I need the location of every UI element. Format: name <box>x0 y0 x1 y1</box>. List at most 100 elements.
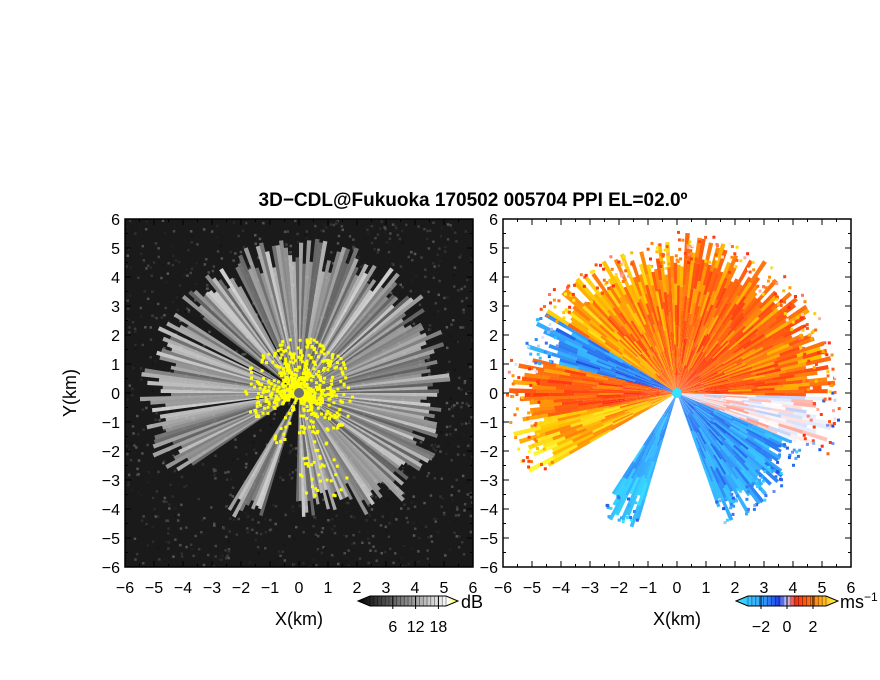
strong-echo-cell <box>291 373 295 377</box>
reflectivity-beam <box>162 394 294 430</box>
reflectivity-beam <box>303 296 399 389</box>
reflectivity-beam <box>227 287 296 389</box>
noise-speckle <box>455 478 458 482</box>
noise-speckle <box>211 269 215 273</box>
reflectivity-beam <box>302 397 375 506</box>
noise-speckle <box>272 417 276 420</box>
strong-echo-cell <box>341 372 345 376</box>
noise-speckle <box>151 314 154 317</box>
velocity-beam-cell <box>703 270 714 296</box>
strong-echo-cell <box>312 425 315 429</box>
strong-echo-cell <box>320 401 324 405</box>
strong-echo-cell <box>302 409 306 413</box>
velocity-beam-cell <box>674 283 678 305</box>
noise-speckle <box>152 315 156 318</box>
reflectivity-beam <box>300 398 320 493</box>
noise-speckle <box>141 244 144 248</box>
velocity-beam-cell <box>793 424 817 435</box>
velocity-beam-cell <box>654 413 666 430</box>
velocity-beam-cell <box>608 314 627 335</box>
noise-speckle <box>427 290 430 294</box>
velocity-beam-cell <box>693 410 708 427</box>
noise-speckle <box>136 473 139 476</box>
noise-speckle <box>454 355 457 358</box>
noise-speckle <box>254 451 258 455</box>
velocity-beam-cell <box>619 400 647 409</box>
velocity-edge-cell <box>788 453 792 457</box>
strong-echo-cell <box>270 393 273 397</box>
velocity-edge-cell <box>511 395 515 399</box>
noise-speckle <box>234 252 237 255</box>
noise-speckle <box>139 283 143 286</box>
velocity-beam-cell <box>737 332 758 349</box>
velocity-beam-cell <box>748 412 772 421</box>
velocity-beam-cell <box>705 377 730 386</box>
strong-echo-cell <box>315 385 318 389</box>
velocity-beam-cell <box>587 332 607 347</box>
noise-speckle <box>155 412 158 415</box>
strong-echo-cell <box>323 416 327 420</box>
noise-speckle <box>367 561 370 565</box>
strong-echo-cell <box>281 389 284 393</box>
reflectivity-beam <box>302 279 377 389</box>
velocity-edge-cell <box>530 392 534 396</box>
velocity-beam-cell <box>610 417 632 431</box>
velocity-beam-cell <box>741 399 762 405</box>
velocity-edge-cell <box>814 363 818 366</box>
x-tick-label: 4 <box>411 580 420 597</box>
x-tick-label: 1 <box>702 580 711 597</box>
noise-speckle <box>167 320 171 323</box>
strong-echo-cell <box>288 360 292 364</box>
strong-echo-cell <box>340 370 344 374</box>
velocity-beam-cell <box>669 365 676 389</box>
velocity-beam-cell <box>660 370 675 390</box>
noise-speckle <box>462 308 465 312</box>
velocity-edge-cell <box>769 458 772 461</box>
noise-speckle <box>314 533 318 536</box>
noise-speckle <box>450 434 453 437</box>
velocity-beam-cell <box>713 459 725 477</box>
velocity-beam-cell <box>624 407 650 421</box>
velocity-beam-cell <box>556 433 581 447</box>
velocity-beam-cell <box>681 382 704 392</box>
strong-echo-cell <box>329 359 333 363</box>
strong-echo-cell <box>332 458 336 462</box>
velocity-edge-cell <box>514 436 518 440</box>
noise-speckle <box>273 412 276 416</box>
velocity-beam-cell <box>658 375 674 390</box>
strong-echo-cell <box>309 374 313 377</box>
noise-speckle <box>449 397 452 400</box>
strong-echo-cell <box>272 405 276 409</box>
velocity-beam-cell <box>698 357 718 375</box>
strong-echo-cell <box>316 489 320 492</box>
velocity-beam-cell <box>759 353 781 364</box>
noise-speckle <box>167 527 170 530</box>
velocity-beam-cell <box>664 370 675 390</box>
noise-speckle <box>226 554 229 558</box>
velocity-edge-cell <box>607 286 611 290</box>
noise-speckle <box>385 241 389 244</box>
velocity-beam-cell <box>618 305 632 324</box>
velocity-beam-cell <box>678 368 689 390</box>
velocity-edge-cell <box>828 397 832 401</box>
strong-echo-cell <box>302 426 306 430</box>
noise-speckle <box>202 228 206 231</box>
strong-echo-cell <box>315 399 319 403</box>
strong-echo-cell <box>326 351 330 355</box>
reflectivity-beam <box>304 389 439 394</box>
velocity-beam-cell <box>748 404 772 411</box>
strong-echo-cell <box>293 382 297 386</box>
noise-speckle <box>140 519 144 522</box>
velocity-beam-cell <box>696 433 707 452</box>
noise-speckle <box>456 340 459 344</box>
reflectivity-beam <box>304 332 427 391</box>
x-tick-label: 1 <box>324 580 333 597</box>
velocity-beam-cell <box>586 405 609 413</box>
velocity-beam-cell <box>641 333 654 353</box>
velocity-beam-cell <box>744 335 767 352</box>
noise-speckle <box>398 237 402 241</box>
velocity-beam-cell <box>785 393 806 397</box>
noise-speckle <box>253 434 256 438</box>
noise-speckle <box>241 229 245 233</box>
velocity-colorbar-unit: ms−1 <box>840 590 878 612</box>
